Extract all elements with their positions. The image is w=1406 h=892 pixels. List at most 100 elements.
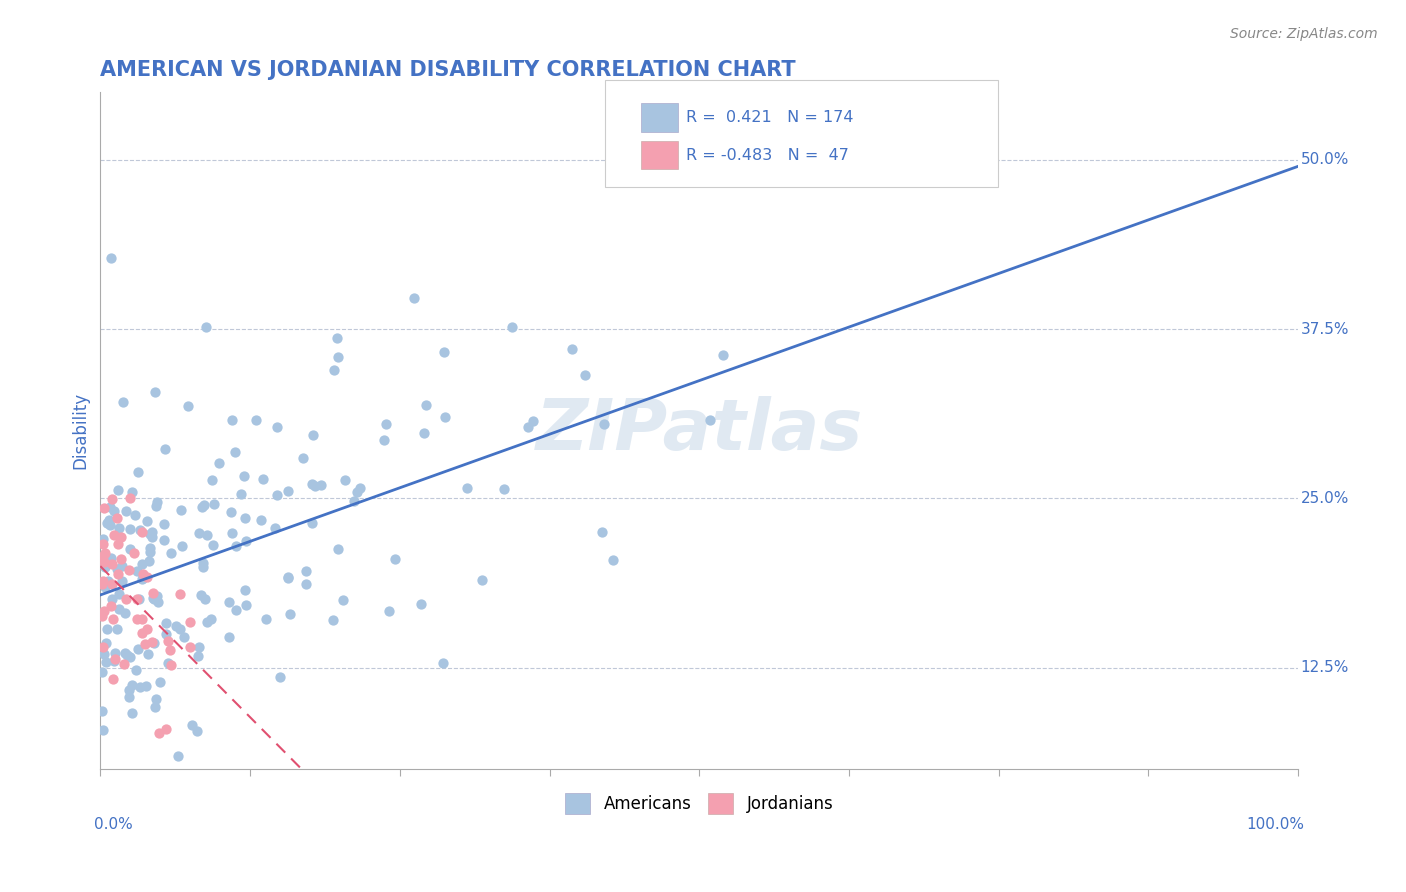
Point xyxy=(94,560,117,574)
Point xyxy=(346,485,368,500)
Point xyxy=(93,604,115,618)
Point xyxy=(115,591,138,606)
Point xyxy=(160,546,183,560)
Point xyxy=(105,511,128,525)
Point xyxy=(516,420,538,434)
Point xyxy=(91,723,114,737)
Point xyxy=(492,483,515,497)
Point xyxy=(169,587,191,601)
Point xyxy=(141,530,163,544)
Point xyxy=(98,500,121,514)
Point xyxy=(134,637,156,651)
Point xyxy=(131,612,153,626)
Point xyxy=(266,419,288,434)
Point xyxy=(278,607,301,622)
Point xyxy=(98,517,121,532)
Point xyxy=(224,445,246,459)
Point xyxy=(221,505,243,519)
Point xyxy=(249,513,271,527)
Point xyxy=(295,564,318,578)
Point xyxy=(218,630,240,644)
Point xyxy=(602,553,624,567)
Point xyxy=(96,516,118,530)
Text: Source: ZipAtlas.com: Source: ZipAtlas.com xyxy=(1230,27,1378,41)
Text: 25.0%: 25.0% xyxy=(1301,491,1348,506)
Point xyxy=(90,704,112,718)
Point xyxy=(522,413,544,427)
Point xyxy=(132,566,155,581)
Point xyxy=(252,472,274,486)
Point xyxy=(191,559,214,574)
Point xyxy=(169,503,191,517)
Text: 0.0%: 0.0% xyxy=(94,817,134,831)
Point xyxy=(201,473,224,487)
Point xyxy=(326,331,349,345)
Point xyxy=(186,724,208,739)
Point xyxy=(131,625,153,640)
Point xyxy=(127,466,149,480)
Text: 37.5%: 37.5% xyxy=(1301,322,1348,337)
Point xyxy=(107,483,129,497)
Point xyxy=(159,643,181,657)
Point xyxy=(202,497,225,511)
Point xyxy=(201,538,224,552)
Point xyxy=(107,537,129,551)
Point xyxy=(108,586,131,600)
Point xyxy=(111,559,134,574)
Point xyxy=(145,691,167,706)
Point xyxy=(131,525,153,540)
Point xyxy=(105,562,128,576)
Point xyxy=(97,574,120,588)
Point xyxy=(148,725,170,739)
Point xyxy=(179,640,201,654)
Point xyxy=(169,622,191,636)
Point xyxy=(194,591,217,606)
Point xyxy=(107,521,129,535)
Point xyxy=(93,501,115,516)
Point xyxy=(136,515,159,529)
Point xyxy=(145,499,167,513)
Point xyxy=(135,679,157,693)
Point xyxy=(103,504,125,518)
Point xyxy=(131,557,153,571)
Text: 12.5%: 12.5% xyxy=(1301,660,1348,675)
Point xyxy=(173,631,195,645)
Point xyxy=(148,675,170,690)
Point xyxy=(229,487,252,501)
Point xyxy=(263,521,285,535)
Point xyxy=(124,508,146,522)
Point xyxy=(471,573,494,587)
Point xyxy=(103,672,125,686)
Point xyxy=(152,533,174,548)
Point xyxy=(127,642,149,657)
Point xyxy=(155,616,177,631)
Point xyxy=(104,646,127,660)
Point xyxy=(105,622,128,636)
Point xyxy=(221,412,243,426)
Point xyxy=(146,595,169,609)
Point xyxy=(181,718,204,732)
Point xyxy=(121,678,143,692)
Point xyxy=(699,413,721,427)
Point xyxy=(409,597,432,611)
Point xyxy=(433,345,456,359)
Point xyxy=(711,348,734,362)
Point xyxy=(128,680,150,694)
Point xyxy=(100,599,122,614)
Point xyxy=(101,492,124,507)
Point xyxy=(97,513,120,527)
Point xyxy=(195,615,218,629)
Point xyxy=(93,648,115,662)
Text: AMERICAN VS JORDANIAN DISABILITY CORRELATION CHART: AMERICAN VS JORDANIAN DISABILITY CORRELA… xyxy=(100,60,796,79)
Point xyxy=(301,477,323,491)
Point xyxy=(208,456,231,470)
Point xyxy=(131,572,153,586)
Point xyxy=(118,563,141,577)
Point xyxy=(90,665,112,679)
Point xyxy=(187,648,209,663)
Point xyxy=(94,545,117,559)
Point xyxy=(373,433,395,447)
Point xyxy=(225,539,247,553)
Point xyxy=(343,493,366,508)
Point xyxy=(94,580,117,594)
